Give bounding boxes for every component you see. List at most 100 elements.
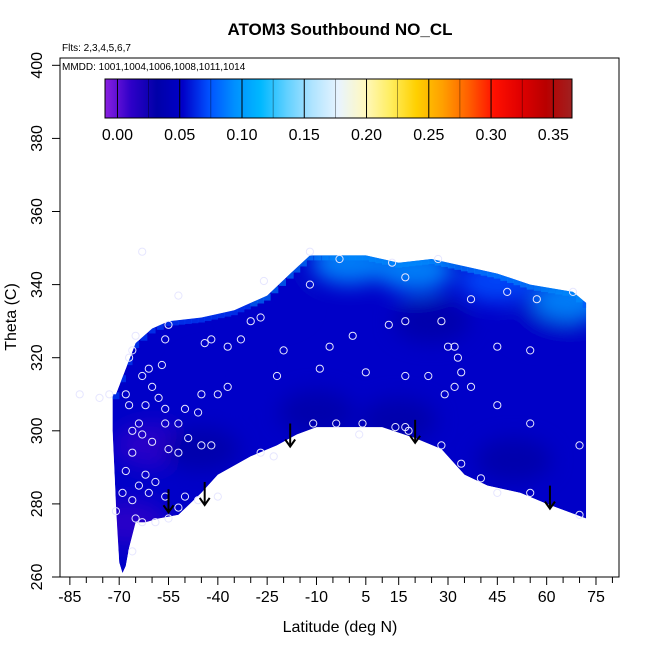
data-field-edge-cell <box>306 255 314 261</box>
data-field-edge-cell <box>165 319 173 327</box>
observation-point <box>151 518 160 527</box>
x-tick-label: -10 <box>305 589 328 606</box>
colorbar-tick-label: 0.30 <box>475 127 506 144</box>
observation-point <box>128 426 137 435</box>
x-axis-label: Latitude (deg N) <box>283 619 398 636</box>
data-field-edge-cell <box>112 392 120 400</box>
data-field-edge-cell <box>140 333 148 341</box>
observation-point <box>526 488 535 497</box>
data-field-fill <box>112 255 587 574</box>
observation-point <box>457 368 466 377</box>
observation-point <box>154 393 163 402</box>
data-field-hotspot <box>393 299 470 344</box>
arrow-head <box>409 435 421 445</box>
data-field-edge-cell <box>211 312 219 320</box>
observation-point <box>305 280 314 289</box>
observation-point <box>125 353 134 362</box>
observation-point <box>401 317 410 326</box>
observation-point <box>358 419 367 428</box>
observation-point <box>144 364 153 373</box>
chart-title: ATOM3 Southbound NO_CL <box>227 20 452 39</box>
observation-point <box>246 317 255 326</box>
observation-point <box>164 320 173 329</box>
data-field-edge-cell <box>513 278 521 286</box>
x-tick-label: -70 <box>108 589 131 606</box>
data-field-edge-cell <box>314 255 322 261</box>
x-tick-label: 15 <box>390 589 408 606</box>
observation-point <box>236 335 245 344</box>
data-field-edge-cell <box>526 282 534 290</box>
data-field-edge-cell <box>293 265 301 273</box>
observation-point <box>151 477 160 487</box>
arrow-head <box>284 438 296 449</box>
observation-point <box>309 419 318 428</box>
data-field-edge-cell <box>197 315 205 323</box>
observation-point <box>138 371 147 381</box>
data-field-hotspot <box>531 277 587 322</box>
x-tick-label: -25 <box>256 589 279 606</box>
x-tick-label: -55 <box>157 589 180 606</box>
data-field-edge-cell <box>533 283 541 291</box>
observation-point <box>121 466 130 476</box>
observation-point <box>144 488 153 497</box>
data-field-edge-cell <box>342 255 350 261</box>
x-tick-label: 75 <box>587 589 605 606</box>
observation-point <box>180 492 190 501</box>
x-tick-label: 30 <box>439 589 457 606</box>
data-field-hotspot <box>179 353 256 398</box>
observation-point <box>305 247 314 256</box>
data-field-edge-cell <box>217 311 225 319</box>
arrow-head <box>198 497 211 507</box>
colorbar-tick-label: 0.20 <box>351 127 382 144</box>
data-field-edge-cell <box>467 265 475 273</box>
observation-point <box>332 419 341 428</box>
observation-point <box>148 437 157 446</box>
data-field-edge-cell <box>224 309 232 317</box>
observation-point <box>466 295 476 304</box>
observation-point <box>526 419 535 428</box>
data-field-edge-cell <box>362 255 370 261</box>
x-tick-label: 5 <box>361 589 370 606</box>
flights-label: Flts: 2,3,4,5,6,7 <box>62 43 131 54</box>
data-field-edge-cell <box>171 318 179 326</box>
observation-point <box>325 342 334 351</box>
observation-point <box>128 448 137 457</box>
x-tick-label: 60 <box>538 589 556 606</box>
observation-point <box>315 364 324 373</box>
data-field-edge-cell <box>156 322 164 330</box>
data-field-edge-cell <box>178 317 186 325</box>
observation-point <box>493 342 502 351</box>
observation-point <box>361 368 370 377</box>
x-axis: -85 -70 -55 -40 -25 -10 5 15 30 45 60 75 <box>58 577 613 606</box>
data-field-edge-cell <box>336 255 343 261</box>
data-field-edge-cell <box>132 341 140 349</box>
observation-point <box>131 331 140 340</box>
plot-frame <box>59 57 620 578</box>
data-field-edge-cell <box>562 288 570 296</box>
data-field-edge-cell <box>395 260 403 268</box>
colorbar-tick-label: 0.35 <box>538 127 569 144</box>
y-axis: 260 280 300 320 340 360 380 400 <box>29 52 60 590</box>
data-field-edge-cell <box>408 259 416 267</box>
observation-point <box>118 488 127 497</box>
data-field-edge-cell <box>388 259 396 267</box>
observation-point <box>134 481 143 490</box>
observation-point <box>164 514 173 523</box>
observation-point <box>503 287 512 296</box>
data-field-hotspot <box>311 255 388 285</box>
observation-point <box>269 452 278 461</box>
observation-point <box>174 448 183 457</box>
observation-point <box>197 441 206 450</box>
observation-point <box>141 401 150 410</box>
colorbar-tick-label: 0.00 <box>102 127 133 144</box>
observation-point <box>75 390 84 399</box>
data-field-edge-cell <box>349 255 357 261</box>
observation-point <box>161 335 170 344</box>
data-field-edge-cell <box>480 268 488 276</box>
observation-point <box>213 390 222 399</box>
data-field-edge-cell <box>237 305 245 313</box>
observation-markers <box>75 247 584 556</box>
observation-point <box>138 430 147 439</box>
data-field-edge-cell <box>500 273 508 281</box>
